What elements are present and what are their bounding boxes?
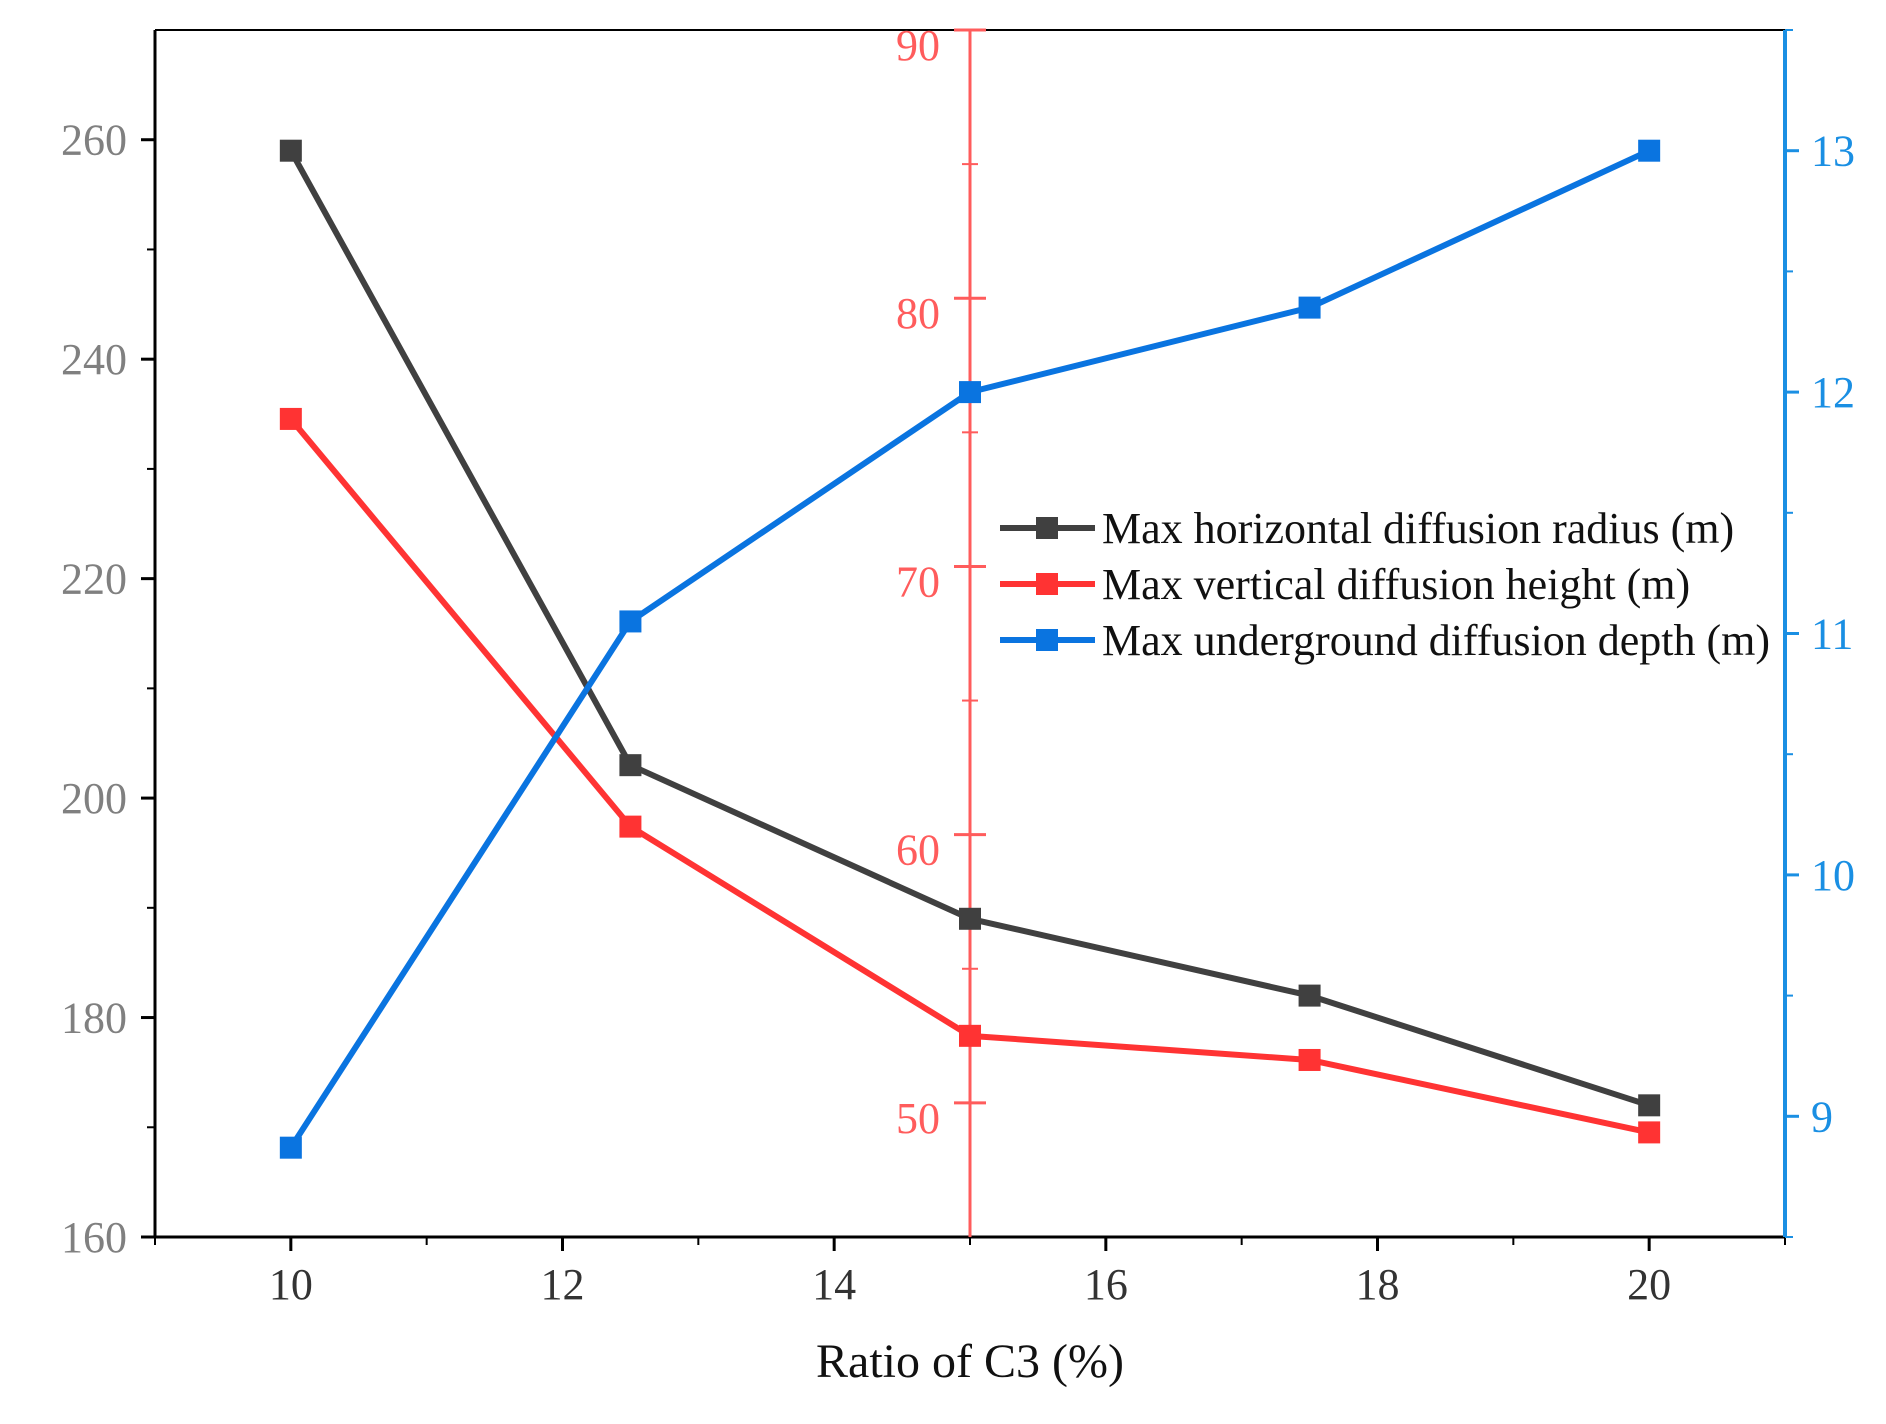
right-tick-label: 13 <box>1811 127 1855 176</box>
series-0-point <box>959 907 981 930</box>
series-1-point <box>959 1024 981 1047</box>
left-tick-label: 200 <box>61 774 127 823</box>
series-0-point <box>1298 984 1321 1007</box>
legend-marker-2 <box>1036 629 1058 651</box>
legend-label-1: Max vertical diffusion height (m) <box>1102 560 1690 609</box>
right-tick-label: 11 <box>1811 610 1853 659</box>
x-tick-label: 20 <box>1627 1260 1671 1309</box>
series-1-point <box>279 407 302 430</box>
legend-label-2: Max underground diffusion depth (m) <box>1102 616 1770 665</box>
series-2-point <box>959 381 981 404</box>
series-1-point <box>1638 1121 1661 1144</box>
middle-tick-label: 80 <box>896 289 940 338</box>
middle-tick-label: 90 <box>896 21 940 70</box>
x-tick-label: 14 <box>812 1260 856 1309</box>
left-tick-label: 240 <box>61 335 127 384</box>
series-1-point <box>619 815 642 838</box>
left-tick-label: 260 <box>61 116 127 165</box>
left-tick-label: 160 <box>61 1213 127 1262</box>
middle-tick-label: 70 <box>896 557 940 606</box>
left-tick-label: 220 <box>61 555 127 604</box>
x-tick-label: 18 <box>1356 1260 1400 1309</box>
legend-marker-1 <box>1036 573 1058 595</box>
series-2-point <box>619 610 642 633</box>
legend-label-0: Max horizontal diffusion radius (m) <box>1102 504 1734 553</box>
series-0-point <box>1638 1094 1661 1117</box>
middle-tick-label: 60 <box>896 826 940 875</box>
series-2-point <box>1638 139 1661 162</box>
x-axis-title: Ratio of C3 (%) <box>816 1335 1124 1388</box>
legend-marker-0 <box>1036 517 1058 539</box>
right-tick-label: 10 <box>1811 851 1855 900</box>
middle-tick-label: 50 <box>896 1094 940 1143</box>
left-tick-label: 180 <box>61 994 127 1043</box>
series-0-point <box>279 139 302 162</box>
x-tick-label: 12 <box>541 1260 585 1309</box>
series-2-point <box>1298 296 1321 319</box>
series-0-point <box>619 754 642 777</box>
right-tick-label: 12 <box>1811 368 1855 417</box>
right-tick-label: 9 <box>1811 1092 1833 1141</box>
series-1-point <box>1298 1048 1321 1071</box>
x-tick-label: 16 <box>1084 1260 1128 1309</box>
x-tick-label: 10 <box>269 1260 313 1309</box>
series-2-point <box>279 1136 302 1159</box>
